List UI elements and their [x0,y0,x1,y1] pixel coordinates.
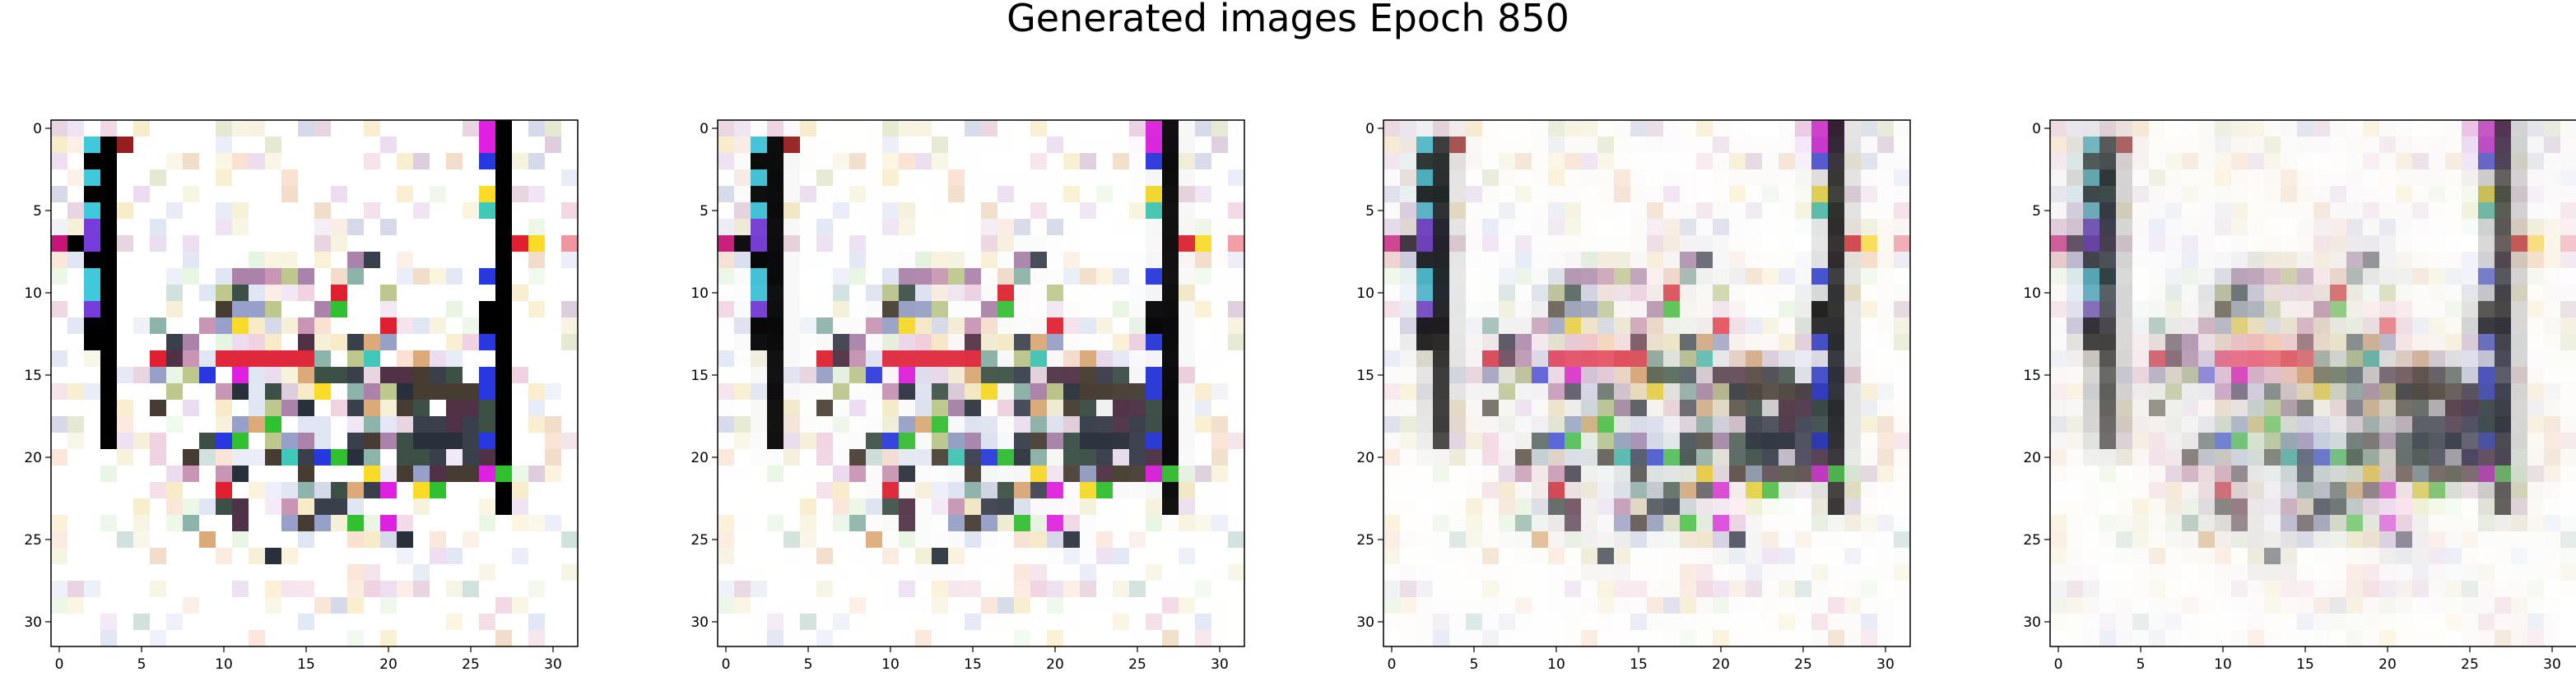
y-tick-label: 15 [690,368,709,384]
image-panel-3: 0 5 10 15 20 25 30 0 5 10 15 20 25 30 [1356,119,1911,673]
x-tick-label: 25 [2461,656,2479,673]
x-tick-label: 20 [2378,656,2397,673]
y-tick-label: 30 [24,614,42,631]
x-tick-label: 0 [55,656,64,673]
x-tick-label: 20 [1046,656,1064,673]
y-tick-label: 15 [24,368,42,384]
x-tick-label: 0 [2054,656,2063,673]
y-tick-label: 0 [2032,121,2041,137]
generated-image-pixels [1383,120,1911,647]
x-tick-label: 10 [2214,656,2232,673]
axes-frame [50,119,579,647]
x-tick-label: 5 [2137,656,2146,673]
image-panel-2: 0 5 10 15 20 25 30 0 5 10 15 20 25 30 [690,119,1245,673]
figure-title: Generated images Epoch 850 [1007,0,1569,40]
axes-frame [2049,119,2576,647]
x-tick-label: 15 [964,656,982,673]
generated-image-pixels [51,120,579,647]
y-tick-label: 0 [700,121,709,137]
y-tick-label: 20 [690,450,709,466]
x-tick-label: 20 [379,656,398,673]
y-tick-label: 30 [1356,614,1374,631]
generated-image-pixels [2050,120,2576,647]
x-tick-label: 5 [804,656,813,673]
y-tick-label: 20 [24,450,42,466]
y-tick-label: 20 [1356,450,1374,466]
y-tick-label: 20 [2023,450,2041,466]
x-tick-label: 5 [137,656,146,673]
x-tick-label: 25 [1794,656,1812,673]
y-tick-label: 5 [700,203,709,220]
x-tick-label: 0 [722,656,731,673]
y-tick-label: 25 [24,532,42,549]
y-tick-label: 10 [24,285,42,302]
x-tick-label: 10 [881,656,900,673]
y-tick-label: 25 [2023,532,2041,549]
y-tick-label: 10 [690,285,709,302]
y-tick-label: 10 [1356,285,1374,302]
y-tick-label: 5 [1365,203,1374,220]
y-tick-label: 15 [1356,368,1374,384]
x-tick-label: 30 [2543,656,2561,673]
x-tick-label: 30 [544,656,562,673]
x-tick-label: 15 [297,656,315,673]
y-tick-label: 5 [33,203,42,220]
x-tick-label: 25 [462,656,480,673]
x-tick-label: 0 [1388,656,1397,673]
generated-image-pixels [718,120,1245,647]
y-tick-label: 10 [2023,285,2041,302]
y-tick-label: 25 [690,532,709,549]
axes-frame [717,119,1245,647]
x-tick-label: 10 [215,656,233,673]
y-tick-label: 30 [2023,614,2041,631]
y-tick-label: 0 [1365,121,1374,137]
axes-frame [1383,119,1911,647]
x-tick-label: 25 [1128,656,1146,673]
y-tick-label: 30 [690,614,709,631]
x-tick-label: 15 [1630,656,1648,673]
y-tick-label: 15 [2023,368,2041,384]
x-tick-label: 30 [1211,656,1229,673]
x-tick-label: 15 [2296,656,2314,673]
x-tick-label: 10 [1547,656,1565,673]
image-panel-4: 0 5 10 15 20 25 30 0 5 10 15 20 25 30 [2023,119,2576,673]
image-panel-1: 0 5 10 15 20 25 30 0 5 10 15 20 25 30 [24,119,579,673]
x-tick-label: 20 [1712,656,1730,673]
y-tick-label: 0 [33,121,42,137]
x-tick-label: 30 [1876,656,1895,673]
y-tick-label: 5 [2032,203,2041,220]
x-tick-label: 5 [1470,656,1479,673]
y-tick-label: 25 [1356,532,1374,549]
